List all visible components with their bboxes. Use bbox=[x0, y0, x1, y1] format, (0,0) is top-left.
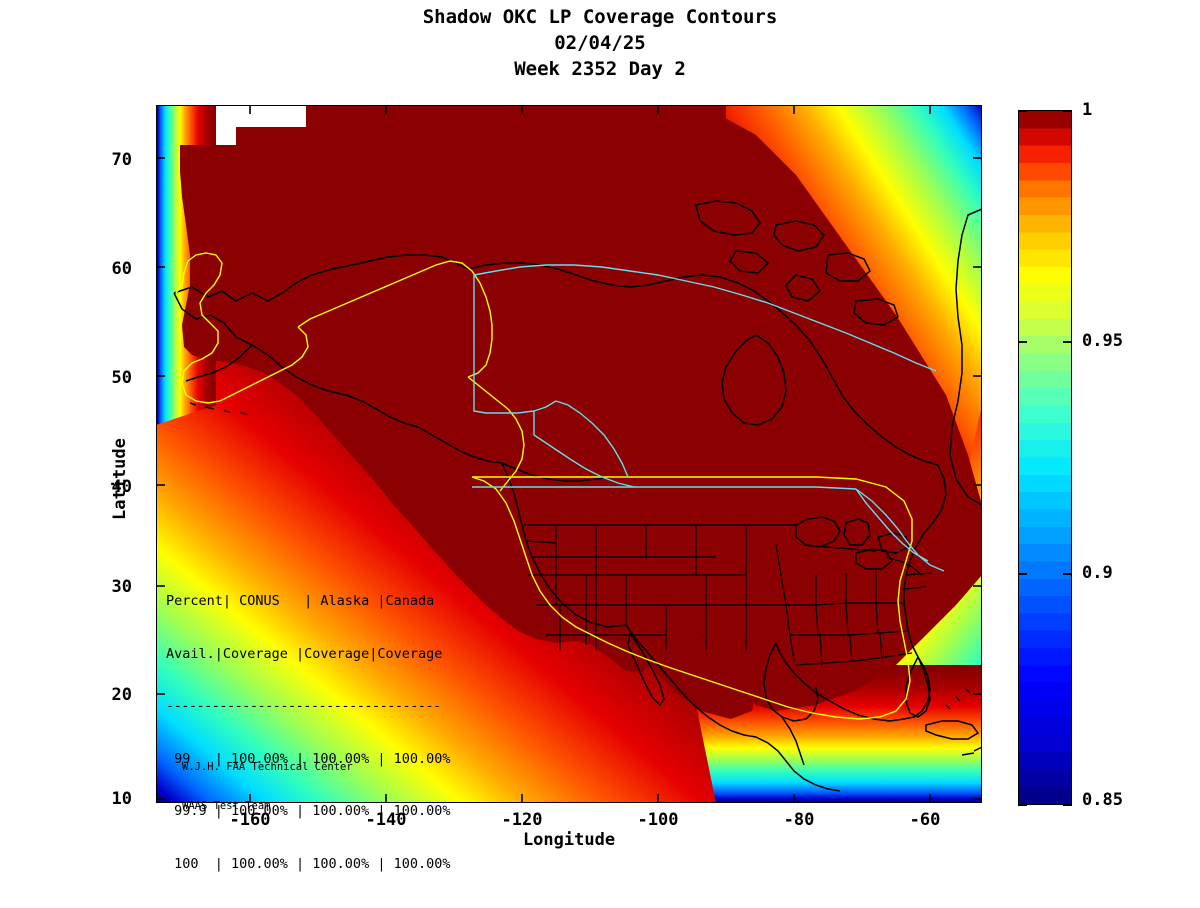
colorbar bbox=[1018, 110, 1072, 805]
colorbar-tick-095-r bbox=[1063, 341, 1072, 343]
table-separator: ------------------------------------ bbox=[166, 698, 441, 714]
y-axis-title: Latitude bbox=[110, 438, 130, 520]
x-tick-140: -140 bbox=[365, 810, 407, 830]
credit-block: W.J.H. FAA Technical Center WAAS Test Te… bbox=[182, 735, 353, 839]
y-tick-10: 10 bbox=[111, 789, 132, 809]
colorbar-gradient bbox=[1018, 110, 1072, 805]
x-axis-title: Longitude bbox=[522, 830, 616, 850]
page-title: Shadow OKC LP Coverage Contours 02/04/25… bbox=[0, 4, 1200, 82]
x-tick-100: -100 bbox=[637, 810, 679, 830]
x-tick-80: -80 bbox=[783, 810, 815, 830]
conus-alaska-service-volume bbox=[175, 252, 913, 720]
table-row: 100 | 100.00% | 100.00% | 100.00% bbox=[166, 855, 451, 872]
y-tick-30: 30 bbox=[111, 577, 132, 597]
colorbar-tick-1-r bbox=[1063, 110, 1072, 112]
plot-frame bbox=[156, 105, 982, 803]
credit-line-1: W.J.H. FAA Technical Center bbox=[182, 761, 353, 773]
title-line-2: 02/04/25 bbox=[554, 32, 646, 54]
coverage-core bbox=[180, 113, 982, 711]
colorbar-label-1: 1 bbox=[1082, 100, 1093, 120]
colorbar-tick-085-r bbox=[1063, 804, 1072, 806]
axis-ticks bbox=[156, 105, 982, 803]
x-tick-160: -160 bbox=[229, 810, 271, 830]
table-row: 99.9 | 100.00% | 100.00% | 100.00% bbox=[166, 803, 451, 819]
colorbar-label-085: 0.85 bbox=[1082, 790, 1123, 810]
canada-service-volume bbox=[472, 264, 945, 572]
y-tick-60: 60 bbox=[111, 259, 132, 279]
x-tick-60: -60 bbox=[909, 810, 941, 830]
colorbar-tick-09-r bbox=[1063, 573, 1072, 575]
colorbar-tick-085 bbox=[1018, 804, 1027, 806]
colorbar-label-095: 0.95 bbox=[1082, 331, 1123, 351]
colorbar-tick-095 bbox=[1018, 341, 1027, 343]
y-tick-20: 20 bbox=[111, 685, 132, 705]
title-line-3: Week 2352 Day 2 bbox=[514, 58, 686, 80]
title-line-1: Shadow OKC LP Coverage Contours bbox=[422, 6, 778, 28]
y-tick-50: 50 bbox=[111, 368, 132, 388]
credit-line-2: WAAS Test Team bbox=[182, 800, 271, 812]
map-plot bbox=[156, 105, 982, 803]
state-boundaries bbox=[517, 508, 933, 666]
colorbar-label-09: 0.9 bbox=[1082, 563, 1113, 583]
colorbar-tick-09 bbox=[1018, 573, 1027, 575]
coastlines bbox=[173, 200, 982, 792]
table-row: 99 | 100.00% | 100.00% | 100.00% bbox=[166, 750, 451, 767]
coverage-contours bbox=[156, 105, 982, 803]
x-tick-120: -120 bbox=[501, 810, 543, 830]
colorbar-tick-1 bbox=[1018, 110, 1027, 112]
y-tick-40: 40 bbox=[111, 477, 132, 497]
table-header-1: Percent| CONUS | Alaska |Canada bbox=[166, 593, 435, 609]
coverage-stats-table: Percent| CONUS | Alaska |Canada Avail.|C… bbox=[166, 558, 450, 908]
y-tick-70: 70 bbox=[111, 150, 132, 170]
table-header-2: Avail.|Coverage |Coverage|Coverage bbox=[166, 645, 443, 662]
coverage-map-svg bbox=[156, 105, 982, 803]
